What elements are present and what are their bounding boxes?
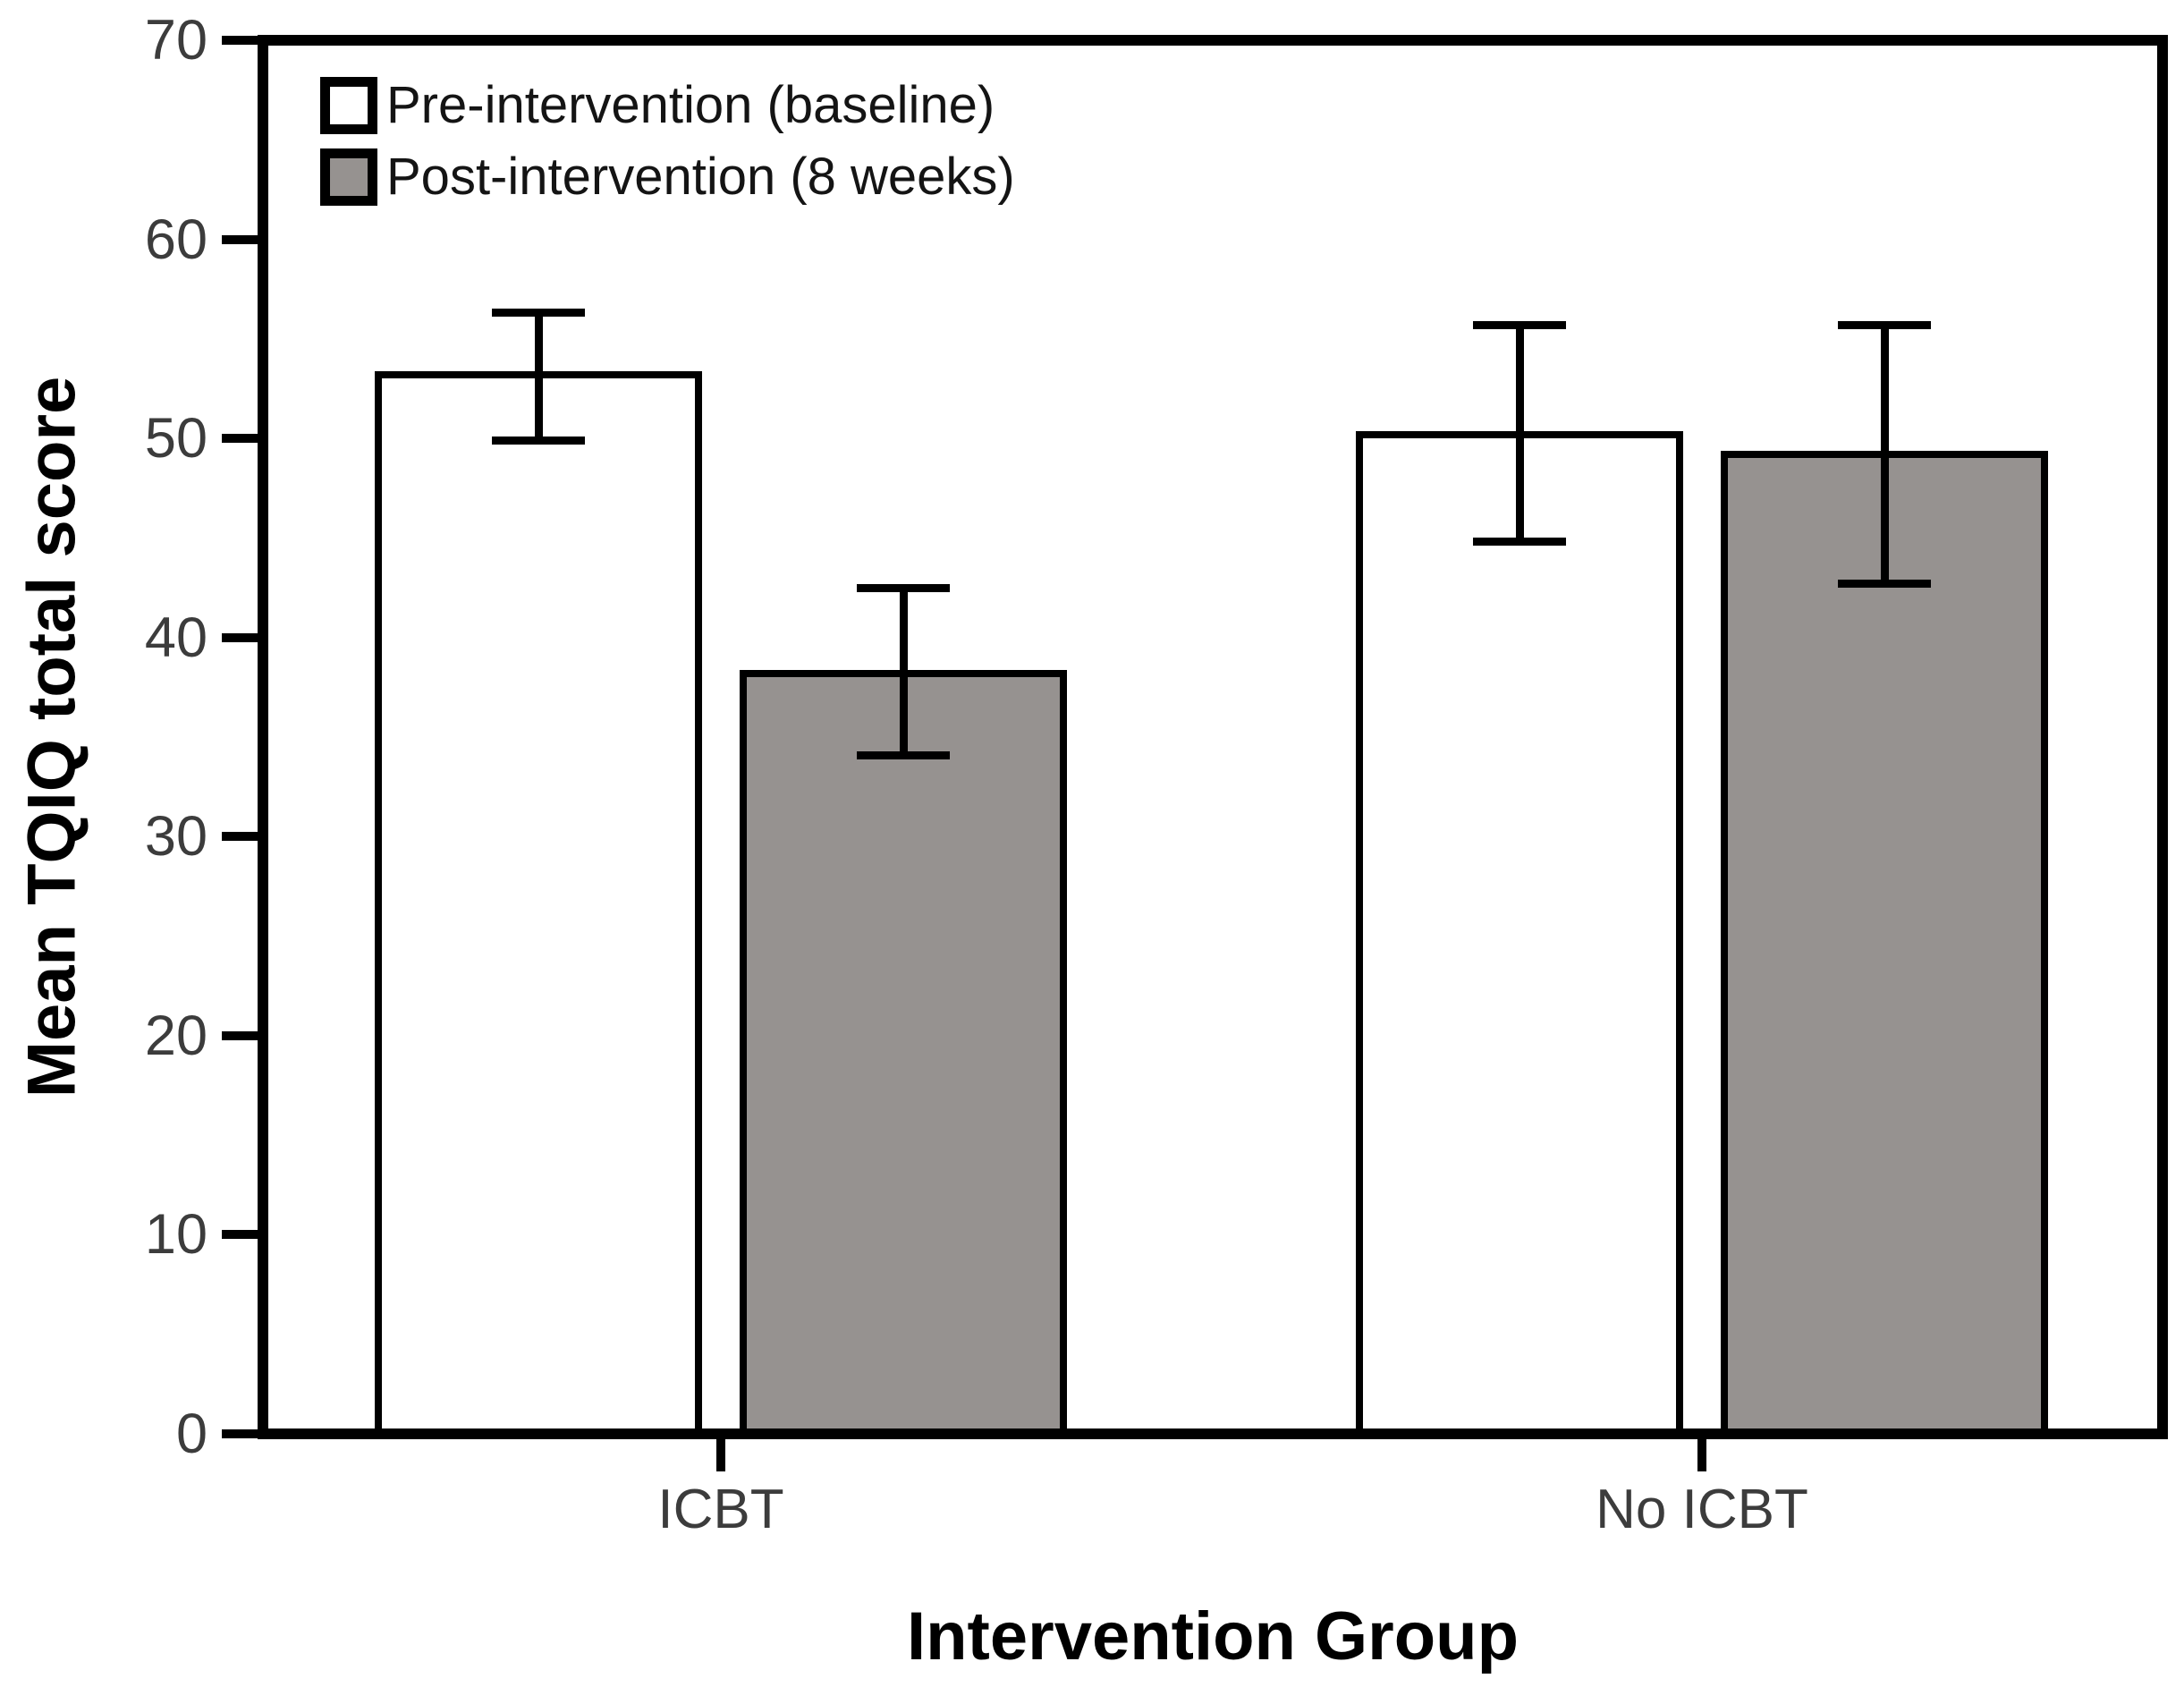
bar-pre-icbt [375, 371, 702, 1436]
error-bar-cap-upper [492, 309, 585, 317]
error-bar-line [900, 588, 908, 755]
y-axis-tick-label-60: 60 [144, 208, 207, 271]
legend-label-post-intervention: Post-intervention (8 weeks) [386, 148, 1015, 206]
y-axis-tick-label-40: 40 [144, 606, 207, 669]
legend-item-pre-intervention: Pre-intervention (baseline) [320, 77, 1015, 134]
bar-pre-no-icbt [1356, 431, 1683, 1436]
y-axis-title: Mean TQIQ total score [13, 376, 90, 1098]
y-axis-tick-20 [222, 1030, 258, 1040]
legend-item-post-intervention: Post-intervention (8 weeks) [320, 148, 1015, 206]
y-axis-tick-30 [222, 832, 258, 842]
error-bar-cap-upper [1473, 321, 1566, 329]
legend-swatch-pre-icon [320, 77, 377, 134]
x-axis-title: Intervention Group [907, 1598, 1519, 1674]
y-axis-tick-40 [222, 632, 258, 642]
y-axis-tick-label-50: 50 [144, 407, 207, 470]
x-axis-tick-icbt [716, 1439, 725, 1471]
y-axis-tick-60 [222, 234, 258, 244]
error-bar-cap-lower [1838, 580, 1931, 588]
y-axis-tick-label-10: 10 [144, 1203, 207, 1267]
x-axis-category-label-no-icbt: No ICBT [1596, 1479, 1808, 1540]
y-axis-tick-label-0: 0 [175, 1403, 207, 1465]
y-axis-tick-50 [222, 434, 258, 444]
legend-label-pre-intervention: Pre-intervention (baseline) [386, 76, 995, 134]
bar-post-icbt [740, 670, 1067, 1436]
error-bar-cap-lower [1473, 538, 1566, 546]
error-bar-cap-upper [857, 584, 950, 592]
x-axis-category-label-icbt: ICBT [657, 1479, 784, 1540]
bar-post-no-icbt [1721, 451, 2048, 1436]
x-axis-tick-no-icbt [1697, 1439, 1706, 1471]
y-axis-tick-10 [222, 1230, 258, 1240]
legend: Pre-intervention (baseline) Post-interve… [320, 77, 1015, 220]
error-bar-cap-upper [1838, 321, 1931, 329]
legend-swatch-post-icon [320, 148, 377, 206]
error-bar-line [1881, 325, 1889, 583]
error-bar-cap-lower [857, 751, 950, 759]
y-axis-tick-label-70: 70 [144, 9, 207, 72]
y-axis-tick-label-30: 30 [144, 805, 207, 869]
error-bar-cap-lower [492, 437, 585, 445]
y-axis-tick-0 [222, 1429, 258, 1438]
error-bar-line [1516, 325, 1524, 542]
y-axis-tick-70 [222, 36, 258, 45]
y-axis-tick-label-20: 20 [144, 1004, 207, 1067]
error-bar-line [535, 313, 543, 440]
